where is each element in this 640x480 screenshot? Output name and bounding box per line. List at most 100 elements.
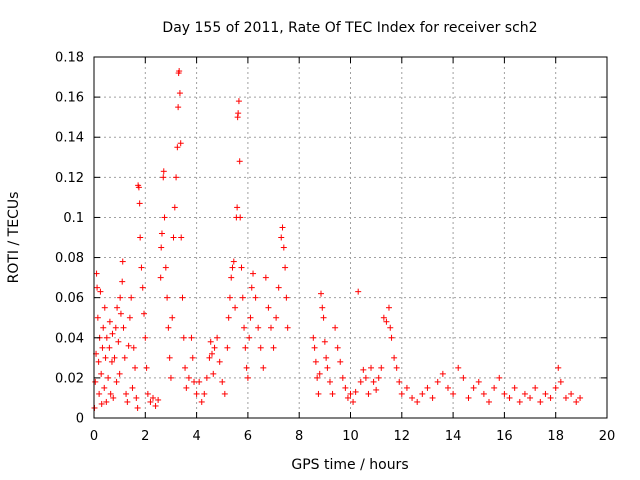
- data-point: [547, 394, 554, 401]
- data-point: [103, 334, 110, 341]
- data-point: [132, 364, 139, 371]
- data-point: [185, 374, 192, 381]
- data-point: [95, 358, 102, 365]
- data-point: [516, 398, 523, 405]
- data-point: [230, 258, 237, 265]
- data-point: [100, 324, 107, 331]
- data-point: [329, 390, 336, 397]
- data-point: [368, 364, 375, 371]
- data-point: [409, 394, 416, 401]
- data-point: [244, 374, 251, 381]
- data-point: [177, 140, 184, 147]
- data-point: [355, 288, 362, 295]
- data-point: [196, 378, 203, 385]
- data-point: [275, 284, 282, 291]
- data-point: [439, 370, 446, 377]
- data-point: [237, 214, 244, 221]
- x-tick-label: 0: [90, 429, 98, 444]
- y-tick-label: 0.18: [55, 51, 84, 66]
- data-point: [383, 318, 390, 325]
- data-point: [486, 398, 493, 405]
- data-point: [111, 354, 118, 361]
- data-point: [117, 294, 124, 301]
- data-point: [226, 294, 233, 301]
- data-point: [171, 204, 178, 211]
- data-point: [532, 384, 539, 391]
- data-point: [239, 294, 246, 301]
- data-point: [323, 354, 330, 361]
- data-point: [475, 378, 482, 385]
- data-point: [334, 344, 341, 351]
- data-point: [357, 378, 364, 385]
- data-point: [189, 354, 196, 361]
- data-point: [158, 244, 165, 251]
- data-point: [234, 114, 241, 121]
- data-point: [210, 370, 217, 377]
- data-point: [373, 386, 380, 393]
- data-point: [370, 378, 377, 385]
- data-point: [142, 334, 149, 341]
- data-point: [119, 278, 126, 285]
- data-point: [176, 68, 183, 75]
- y-tick-label: 0.08: [55, 251, 84, 266]
- data-point: [201, 390, 208, 397]
- data-point: [206, 354, 213, 361]
- data-point: [242, 344, 249, 351]
- data-point: [318, 290, 325, 297]
- data-point: [147, 398, 154, 405]
- data-point: [424, 384, 431, 391]
- data-point: [511, 384, 518, 391]
- data-point: [105, 374, 112, 381]
- data-point: [460, 374, 467, 381]
- data-point: [102, 354, 109, 361]
- data-point: [385, 304, 392, 311]
- data-point: [375, 374, 382, 381]
- data-point: [191, 378, 198, 385]
- data-point: [128, 294, 135, 301]
- data-point: [229, 264, 236, 271]
- data-point: [284, 324, 291, 331]
- y-tick-labels: 0 0.02 0.04 0.06 0.08 0.1 0.12 0.14 0.16 0.18: [55, 51, 84, 427]
- data-point: [491, 384, 498, 391]
- data-point: [521, 390, 528, 397]
- data-point: [337, 358, 344, 365]
- data-point: [139, 284, 146, 291]
- x-axis-title: GPS time / hours: [291, 457, 408, 473]
- data-point: [542, 390, 549, 397]
- data-point: [391, 354, 398, 361]
- data-point: [265, 304, 272, 311]
- data-point: [203, 374, 210, 381]
- data-point: [94, 284, 101, 291]
- x-tick-label: 20: [599, 429, 616, 444]
- data-point: [360, 366, 367, 373]
- grid-lines: [94, 57, 607, 418]
- data-point: [99, 344, 106, 351]
- data-point: [112, 324, 119, 331]
- data-point: [319, 304, 326, 311]
- data-point: [527, 394, 534, 401]
- data-point: [180, 334, 187, 341]
- data-point: [429, 394, 436, 401]
- data-point: [465, 394, 472, 401]
- data-point: [279, 224, 286, 231]
- data-point: [198, 398, 205, 405]
- data-point: [496, 374, 503, 381]
- x-tick-label: 12: [394, 429, 411, 444]
- data-point: [403, 384, 410, 391]
- data-point: [160, 174, 167, 181]
- data-point: [419, 390, 426, 397]
- data-point: [179, 294, 186, 301]
- data-point: [116, 370, 123, 377]
- data-point: [312, 358, 319, 365]
- data-point: [455, 364, 462, 371]
- data-point: [97, 288, 104, 295]
- data-point: [316, 370, 323, 377]
- data-point: [362, 374, 369, 381]
- data-point: [120, 324, 127, 331]
- data-point: [280, 244, 287, 251]
- data-point: [98, 370, 105, 377]
- data-point: [273, 314, 280, 321]
- data-point: [193, 390, 200, 397]
- data-point: [555, 364, 562, 371]
- data-point: [137, 234, 144, 241]
